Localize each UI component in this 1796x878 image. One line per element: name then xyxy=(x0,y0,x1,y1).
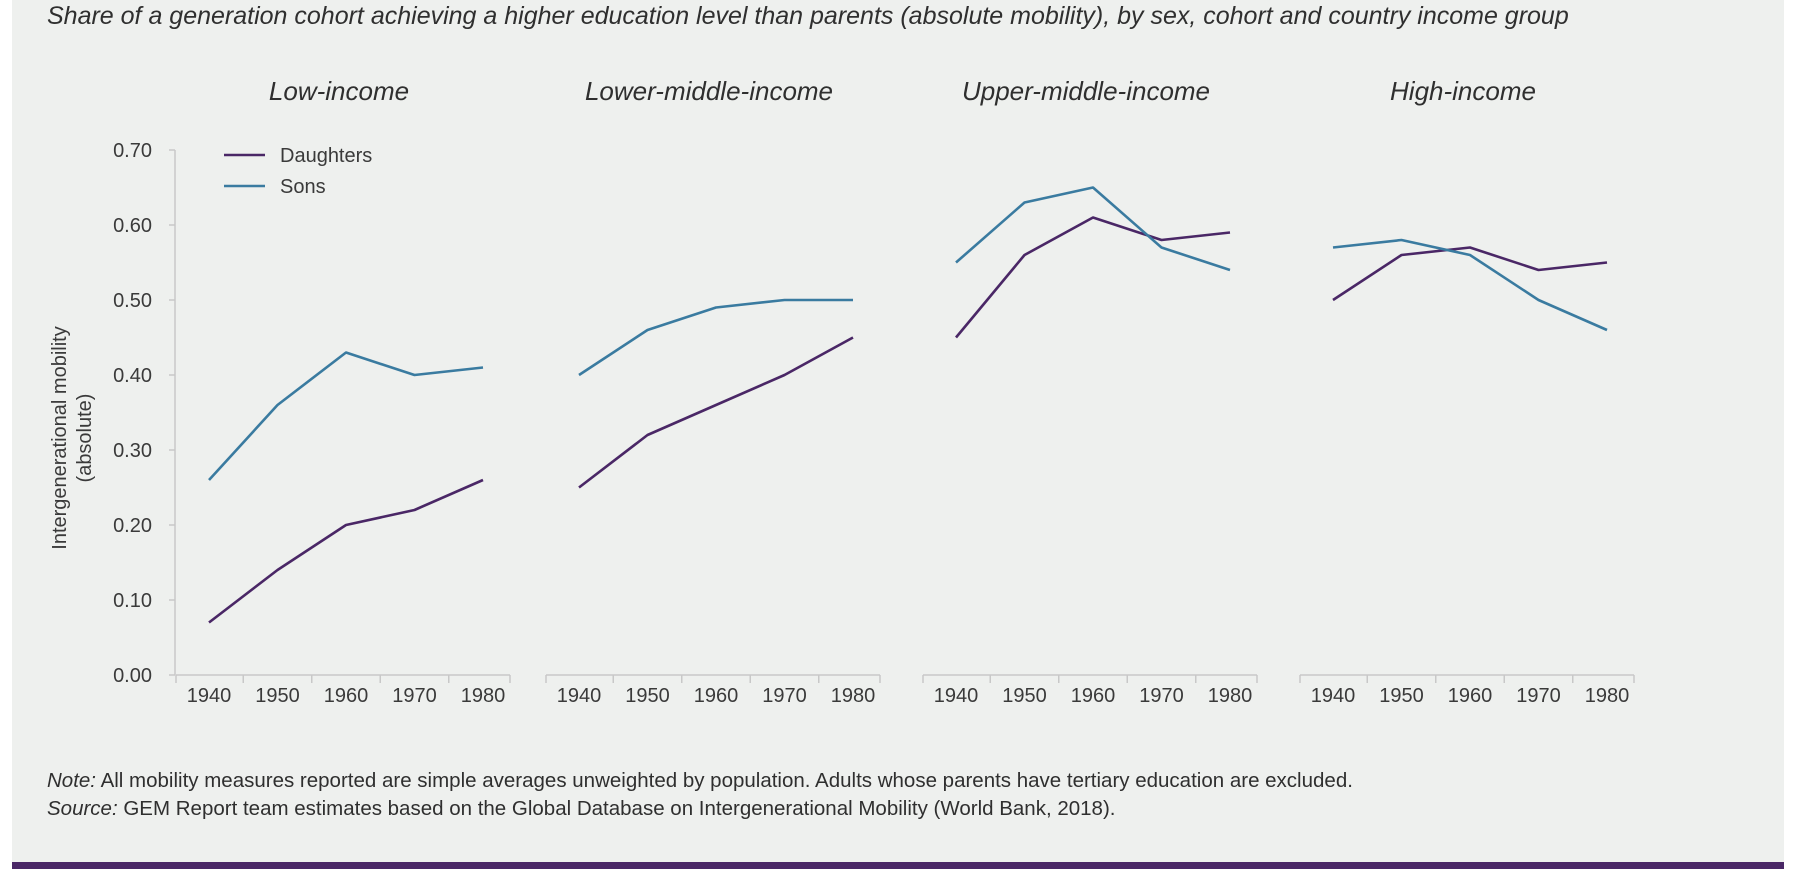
y-tick-label: 0.30 xyxy=(113,440,152,462)
legend-label-sons: Sons xyxy=(280,176,326,198)
x-tick-label: 1950 xyxy=(255,685,300,707)
source-label: Source: xyxy=(47,797,118,820)
y-tick-label: 0.20 xyxy=(113,515,152,537)
series-line-daughters xyxy=(208,478,484,624)
x-tick-label: 1970 xyxy=(1516,685,1561,707)
x-tick-label: 1950 xyxy=(1002,685,1047,707)
figure-background xyxy=(12,0,1784,862)
x-tick-label: 1980 xyxy=(1208,685,1253,707)
source-text: GEM Report team estimates based on the G… xyxy=(117,797,1116,820)
y-tick-label: 0.60 xyxy=(113,215,152,237)
panel-title: Low-income xyxy=(269,76,409,106)
series-line-sons xyxy=(955,186,1231,272)
x-tick-label: 1960 xyxy=(694,685,739,707)
x-tick-label: 1960 xyxy=(1071,685,1116,707)
series-line-daughters xyxy=(954,216,1231,339)
note-line: Note: All mobility measures reported are… xyxy=(47,767,1353,795)
x-tick-label: 1950 xyxy=(625,685,670,707)
source-line: Source: GEM Report team estimates based … xyxy=(47,795,1353,823)
y-tick-label: 0.40 xyxy=(113,365,152,387)
y-axis-label-line: (absolute) xyxy=(74,394,96,483)
x-tick-label: 1970 xyxy=(762,685,807,707)
note-text: All mobility measures reported are simpl… xyxy=(96,769,1353,792)
bottom-accent-bar xyxy=(12,862,1784,869)
x-tick-label: 1950 xyxy=(1379,685,1424,707)
x-tick-label: 1970 xyxy=(392,685,437,707)
x-tick-label: 1940 xyxy=(1311,685,1356,707)
line-chart: 0.00 0.10 0.20 0.30 0.40 0.50 0.60 0.70 Intergen… xyxy=(49,76,1635,707)
x-tick-label: 1980 xyxy=(461,685,506,707)
figure-notes: Note: All mobility measures reported are… xyxy=(47,767,1353,823)
series-line-sons xyxy=(208,351,484,481)
x-tick-label: 1960 xyxy=(1448,685,1493,707)
series-line-sons xyxy=(1332,238,1608,332)
x-tick-label: 1960 xyxy=(324,685,369,707)
series-line-sons xyxy=(578,298,853,377)
x-tick-label: 1940 xyxy=(187,685,232,707)
panel-title: Upper-middle-income xyxy=(962,76,1210,106)
x-tick-label: 1980 xyxy=(1585,685,1630,707)
panel-title: High-income xyxy=(1390,76,1536,106)
note-label: Note: xyxy=(47,769,96,792)
legend-label-daughters: Daughters xyxy=(280,145,372,167)
panel-title: Lower-middle-income xyxy=(585,76,833,106)
series-line-daughters xyxy=(1332,246,1608,302)
figure-title: Share of a generation cohort achieving a… xyxy=(47,2,1569,30)
x-tick-label: 1970 xyxy=(1139,685,1184,707)
y-tick-label: 0.50 xyxy=(113,290,152,312)
y-axis-label: Intergenerational mobility (absolute) xyxy=(49,326,96,549)
x-tick-label: 1940 xyxy=(934,685,979,707)
series-line-daughters xyxy=(578,336,854,489)
y-tick-label: 0.70 xyxy=(113,140,152,162)
x-tick-label: 1980 xyxy=(831,685,876,707)
y-axis-label-line: Intergenerational mobility xyxy=(49,326,71,549)
y-tick-label: 0.10 xyxy=(113,590,152,612)
x-tick-label: 1940 xyxy=(557,685,602,707)
y-tick-label: 0.00 xyxy=(113,665,152,687)
